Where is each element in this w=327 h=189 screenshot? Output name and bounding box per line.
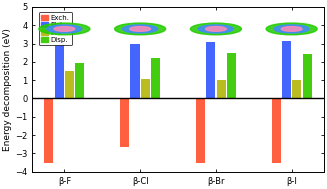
Bar	[120, 98, 129, 147]
Y-axis label: Energy decomposition (eV): Energy decomposition (eV)	[4, 28, 12, 151]
Circle shape	[274, 25, 309, 33]
Bar	[75, 63, 84, 98]
Legend: Exch., Elst., Ind., Disp.: Exch., Elst., Ind., Disp.	[39, 12, 72, 45]
Circle shape	[123, 25, 158, 33]
Circle shape	[190, 23, 241, 35]
Circle shape	[281, 26, 302, 31]
Circle shape	[115, 23, 166, 35]
Circle shape	[54, 26, 75, 31]
Bar	[206, 42, 215, 98]
Bar	[227, 53, 236, 98]
Bar	[130, 44, 140, 98]
Bar	[282, 41, 291, 98]
Bar	[151, 58, 160, 98]
Circle shape	[39, 23, 90, 35]
Bar	[271, 98, 281, 163]
Bar	[141, 79, 150, 98]
Circle shape	[266, 23, 317, 35]
Bar	[302, 54, 312, 98]
Bar	[65, 71, 74, 98]
Circle shape	[198, 25, 233, 33]
Bar	[292, 80, 301, 98]
Circle shape	[47, 25, 82, 33]
Bar	[216, 80, 226, 98]
Bar	[55, 22, 64, 98]
Bar	[196, 98, 205, 163]
Circle shape	[205, 26, 226, 31]
Bar	[44, 98, 53, 163]
Circle shape	[130, 26, 150, 31]
